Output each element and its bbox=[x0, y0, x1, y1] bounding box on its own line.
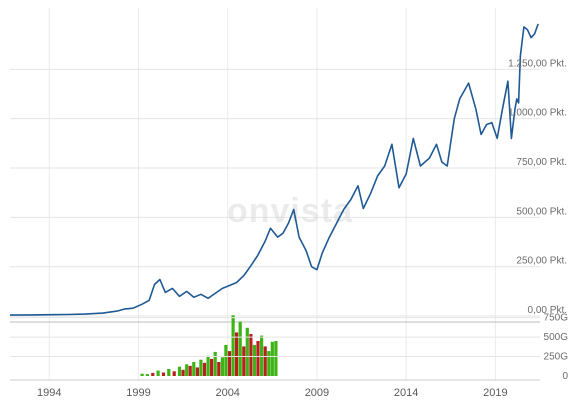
volume-bar bbox=[185, 364, 189, 376]
volume-bar bbox=[206, 355, 210, 376]
volume-bar bbox=[217, 362, 221, 376]
y-tick-label: 750,00 Pkt. bbox=[516, 157, 567, 168]
volume-bar bbox=[220, 357, 224, 376]
volume-bar bbox=[140, 373, 144, 376]
volume-bar bbox=[145, 374, 149, 376]
volume-bar bbox=[188, 365, 192, 376]
volume-bar bbox=[167, 369, 171, 376]
volume-bar bbox=[181, 369, 185, 376]
volume-bar bbox=[242, 346, 246, 376]
volume-bar bbox=[177, 366, 182, 376]
volume-tick-label: 750G bbox=[544, 313, 569, 324]
y-tick-label: 250,00 Pkt. bbox=[516, 256, 567, 267]
volume-bar bbox=[263, 346, 267, 376]
volume-bar bbox=[252, 344, 257, 376]
volume-bar bbox=[256, 341, 260, 376]
volume-tick-label: 0 bbox=[562, 371, 568, 382]
price-series-line bbox=[9, 23, 539, 316]
price-y-axis: 0,00 Pkt. 250,00 Pkt. 500,00 Pkt. 750,00 Pk… bbox=[508, 58, 567, 316]
x-tick-label: 2014 bbox=[394, 387, 418, 399]
volume-bar bbox=[172, 371, 176, 376]
volume-bar bbox=[192, 362, 196, 376]
y-tick-label: 1.000,00 Pkt. bbox=[508, 108, 567, 119]
price-chart bbox=[9, 23, 539, 316]
x-tick-label: 2009 bbox=[305, 387, 329, 399]
volume-bar bbox=[249, 334, 253, 376]
volume-bar bbox=[195, 367, 199, 376]
volume-tick-label: 250G bbox=[544, 352, 569, 363]
watermark: onvista bbox=[227, 192, 353, 230]
volume-tick-label: 500G bbox=[544, 332, 569, 343]
volume-bar bbox=[231, 315, 235, 376]
volume-bar bbox=[227, 351, 232, 376]
volume-bar bbox=[202, 362, 207, 376]
y-tick-label: 500,00 Pkt. bbox=[516, 206, 567, 217]
volume-chart bbox=[140, 315, 278, 376]
volume-bar bbox=[245, 327, 249, 376]
volume-bar bbox=[210, 358, 214, 376]
volume-bar bbox=[267, 351, 271, 376]
x-tick-label: 1994 bbox=[37, 387, 61, 399]
volume-bar bbox=[213, 351, 217, 376]
volume-bar bbox=[270, 341, 274, 376]
volume-bar bbox=[235, 332, 239, 376]
volume-bar bbox=[260, 335, 264, 376]
volume-bar bbox=[156, 370, 160, 376]
y-tick-label: 0,00 Pkt. bbox=[528, 305, 567, 316]
volume-bar bbox=[151, 372, 155, 376]
x-tick-label: 2019 bbox=[483, 387, 507, 399]
volume-y-axis: 0 250G 500G 750G bbox=[10, 313, 568, 382]
x-axis: 1994 1999 2004 2009 2014 2019 bbox=[37, 387, 508, 399]
x-tick-label: 2004 bbox=[215, 387, 239, 399]
x-tick-label: 1999 bbox=[126, 387, 150, 399]
y-tick-label: 1.250,00 Pkt. bbox=[508, 58, 567, 69]
volume-bar bbox=[161, 372, 166, 376]
volume-bar bbox=[274, 341, 278, 376]
volume-bar bbox=[224, 344, 228, 376]
horizontal-grid bbox=[10, 68, 540, 317]
volume-bar bbox=[238, 321, 242, 376]
volume-bar bbox=[199, 359, 203, 376]
